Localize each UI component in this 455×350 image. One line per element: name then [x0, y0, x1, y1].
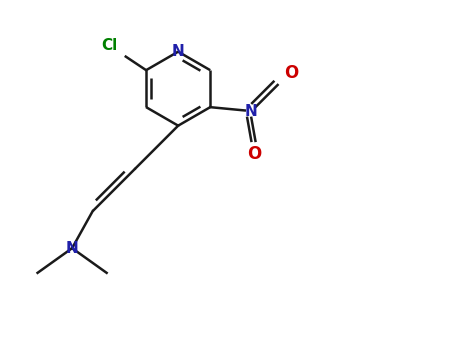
Text: O: O: [247, 145, 261, 163]
Text: Cl: Cl: [101, 38, 117, 53]
Text: N: N: [245, 104, 258, 119]
Text: N: N: [66, 241, 78, 256]
Text: N: N: [172, 44, 185, 59]
Text: O: O: [283, 64, 298, 83]
